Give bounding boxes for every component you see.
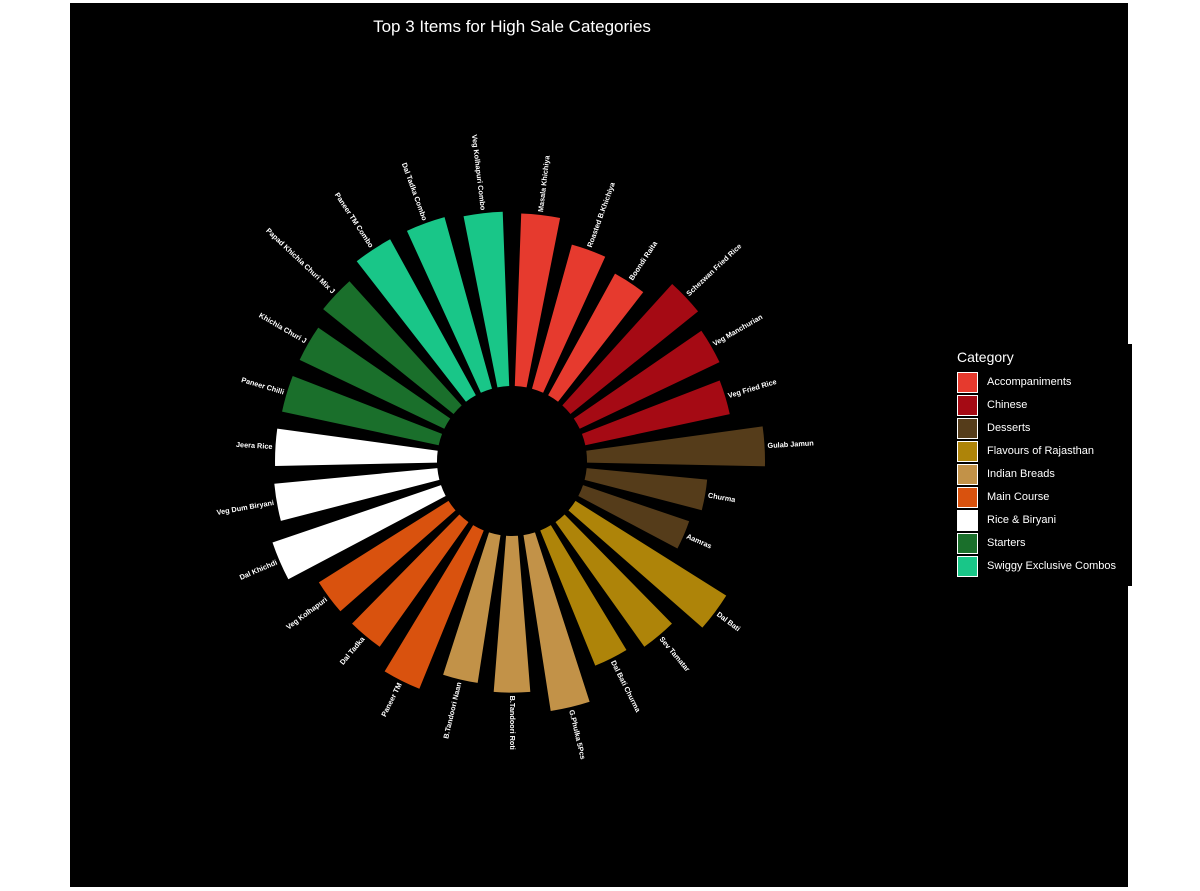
bar-label-khichia-churi-j: Khichia Churi J [257, 311, 308, 346]
legend-label: Main Course [987, 491, 1050, 503]
legend-entry-desserts: Desserts [957, 418, 1132, 441]
bar-papad-khichia-churi-mix-j [323, 281, 462, 415]
bar-label-paneer-tm-combo: Paneer TM Combo [333, 191, 376, 250]
bar-label-veg-kolhapuri-combo: Veg Kolhapuri Combo [470, 134, 488, 211]
legend-label: Indian Breads [987, 468, 1055, 480]
bar-b-tandoori-roti [493, 535, 531, 693]
legend-swatch [957, 395, 978, 416]
legend-label: Accompaniments [987, 376, 1072, 388]
bar-veg-manchurian [573, 330, 720, 429]
bar-label-g-phulka-5pcs: G.Phulka 5Pcs [567, 709, 587, 760]
legend-label: Starters [987, 537, 1026, 549]
bar-dal-khichdi [272, 485, 446, 580]
legend-label: Rice & Biryani [987, 514, 1057, 526]
bar-jeera-rice [275, 428, 438, 466]
bar-label-paneer-chilli: Paneer Chilli [240, 375, 285, 396]
legend-title: Category [957, 349, 1014, 365]
legend-swatch [957, 510, 978, 531]
legend-label: Swiggy Exclusive Combos [987, 560, 1116, 572]
legend-entry-accompaniments: Accompaniments [957, 372, 1132, 395]
bar-g-phulka-5pcs [523, 532, 590, 712]
legend-label: Flavours of Rajasthan [987, 445, 1094, 457]
bar-b-tandoori-naan [443, 532, 501, 683]
legend-entry-flavours-of-rajasthan: Flavours of Rajasthan [957, 441, 1132, 464]
bar-dal-bati-churma [540, 525, 627, 666]
legend-entry-indian-breads: Indian Breads [957, 464, 1132, 487]
bar-veg-kolhapuri [318, 500, 456, 612]
bar-label-veg-kolhapuri: Veg Kolhapuri [284, 595, 329, 632]
legend-swatch [957, 533, 978, 554]
bar-label-roasted-b-khichiya: Roasted B.Khichiya [585, 180, 617, 248]
bar-paneer-chilli [282, 375, 443, 446]
legend: Category Accompaniments Chinese Desserts Fl… [952, 344, 1132, 586]
bar-label-papad-khichia-churi-mix-j: Papad Khichia Churi Mix J [264, 226, 337, 295]
bar-sev-tamatar [555, 514, 672, 647]
bar-label-dal-bati-churma: Dal Bati Churma [609, 659, 643, 715]
bar-masala-khichiya [514, 213, 561, 388]
bar-dal-tadka-combo [406, 217, 492, 393]
plot-panel [70, 3, 1128, 887]
bar-label-gulab-jamun: Gulab Jamun [767, 438, 814, 450]
legend-swatch [957, 372, 978, 393]
bar-label-paneer-tm: Paneer TM [379, 681, 404, 718]
bar-khichia-churi-j [299, 327, 451, 429]
bar-label-dal-tadka: Dal Tadka [338, 634, 367, 666]
bar-schezwan-fried-rice [562, 283, 699, 415]
bar-dal-bati [568, 500, 727, 628]
bar-veg-kolhapuri-combo [463, 211, 510, 388]
legend-entry-main-course: Main Course [957, 487, 1132, 510]
bar-label-b-tandoori-naan: B.Tandoori Naan [441, 681, 463, 739]
bar-label-masala-khichiya: Masala Khichiya [536, 154, 552, 212]
bar-label-veg-fried-rice: Veg Fried Rice [727, 377, 778, 400]
bar-label-veg-manchurian: Veg Manchurian [711, 312, 764, 348]
bar-roasted-b-khichiya [532, 244, 606, 393]
bar-label-sev-tamatar: Sev Tamatar [658, 635, 693, 674]
bar-veg-fried-rice [581, 380, 730, 446]
bars-group [272, 211, 765, 712]
bar-gulab-jamun [586, 426, 765, 467]
bar-label-veg-dum-biryani: Veg Dum Biryani [216, 498, 275, 517]
legend-swatch [957, 556, 978, 577]
legend-swatch [957, 487, 978, 508]
bar-boondi-raita [548, 273, 644, 402]
chart-title: Top 3 Items for High Sale Categories [373, 17, 651, 36]
legend-swatch [957, 464, 978, 485]
legend-entry-swiggy-exclusive-combos: Swiggy Exclusive Combos [957, 556, 1132, 579]
bar-aamras [578, 485, 690, 549]
legend-swatch [957, 441, 978, 462]
bar-paneer-tm-combo [356, 239, 476, 402]
bar-label-jeera-rice: Jeera Rice [236, 440, 273, 451]
bar-dal-tadka [352, 514, 469, 647]
legend-entry-chinese: Chinese [957, 395, 1132, 418]
legend-entry-rice-biryani: Rice & Biryani [957, 510, 1132, 533]
bar-label-dal-khichdi: Dal Khichdi [238, 558, 278, 582]
bar-label-aamras: Aamras [685, 532, 713, 551]
bar-churma [584, 468, 708, 511]
bar-label-dal-tadka-combo: Dal Tadka Combo [400, 161, 430, 222]
bar-label-b-tandoori-roti: B.Tandoori Roti [508, 696, 517, 750]
legend-entry-starters: Starters [957, 533, 1132, 556]
bar-label-schezwan-fried-rice: Schezwan Fried Rice [684, 242, 743, 298]
legend-swatch [957, 418, 978, 439]
bar-label-churma: Churma [707, 491, 737, 505]
bar-paneer-tm [384, 525, 484, 689]
bar-veg-dum-biryani [274, 468, 440, 521]
legend-label: Chinese [987, 399, 1028, 411]
bar-label-dal-bati: Dal Bati [715, 610, 742, 633]
legend-label: Desserts [987, 422, 1031, 434]
bar-label-boondi-raita: Boondi Raita [627, 239, 660, 282]
